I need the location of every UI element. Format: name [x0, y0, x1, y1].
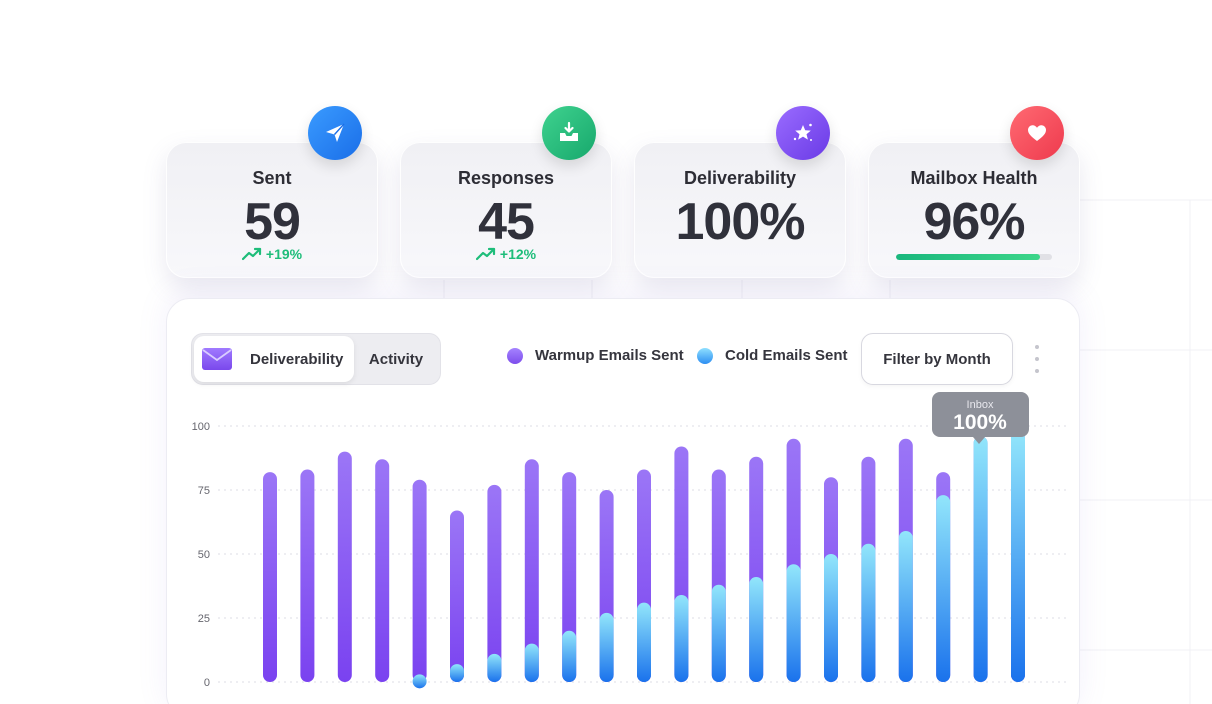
stat-value: 59 — [244, 193, 301, 251]
legend-label-warmup: Warmup Emails Sent — [535, 347, 684, 364]
tooltip-value: 100% — [953, 411, 1007, 434]
stat-title: Sent — [252, 168, 292, 188]
bar-cold[interactable] — [786, 564, 801, 682]
legend-label-cold: Cold Emails Sent — [725, 347, 848, 364]
bar-cold[interactable] — [1011, 431, 1025, 682]
stat-value: 96% — [923, 193, 1025, 251]
bar-warmup[interactable] — [337, 451, 352, 682]
bar-warmup[interactable] — [450, 510, 464, 682]
y-tick-label: 75 — [198, 485, 210, 497]
tab-activity[interactable]: Activity — [354, 336, 438, 382]
y-tick-label: 100 — [192, 421, 210, 433]
bar-cold[interactable] — [824, 554, 838, 682]
stat-value: 45 — [478, 193, 535, 251]
legend-dot-cold — [697, 347, 713, 364]
bar-cold[interactable] — [711, 584, 726, 682]
tab-activity-label: Activity — [368, 350, 424, 368]
stat-change-value: +12% — [499, 246, 537, 262]
bar-cold[interactable] — [861, 543, 876, 682]
tooltip-label: Inbox — [967, 399, 994, 411]
stat-change-value: +19% — [265, 246, 303, 262]
bar-cold[interactable] — [412, 674, 427, 689]
trend-up-icon — [475, 247, 495, 261]
stat-card-mailbox-health: Mailbox Health 96% — [868, 142, 1080, 278]
tooltip-pointer — [973, 437, 985, 444]
bar-cold[interactable] — [637, 602, 651, 682]
y-tick-label: 50 — [198, 549, 210, 561]
stat-title: Responses — [457, 168, 555, 188]
bar-cold[interactable] — [936, 495, 951, 682]
legend-dot-warmup — [507, 347, 523, 364]
bar-cold[interactable] — [450, 664, 464, 682]
bar-warmup[interactable] — [412, 479, 427, 682]
mail-icon — [200, 345, 234, 373]
bar-warmup[interactable] — [300, 469, 315, 682]
health-progress-bar — [896, 254, 1052, 260]
bar-cold[interactable] — [898, 530, 913, 682]
stat-change: +12% — [400, 246, 612, 262]
bar-cold[interactable] — [749, 577, 764, 682]
filter-by-month-button[interactable]: Filter by Month — [861, 333, 1013, 385]
stat-title: Deliverability — [683, 168, 797, 188]
bar-warmup[interactable] — [524, 459, 539, 682]
y-tick-label: 25 — [198, 613, 210, 625]
chart-panel: Deliverability Activity Warmup Emails Se… — [166, 298, 1080, 704]
more-options-icon[interactable] — [1031, 345, 1043, 373]
bar-warmup[interactable] — [375, 459, 390, 682]
stat-card-responses: Responses 45 +12% — [400, 142, 612, 278]
paper-plane-icon — [308, 106, 362, 160]
chart-tooltip: Inbox 100% — [932, 392, 1029, 444]
bar-cold[interactable] — [487, 653, 502, 682]
tooltip-box — [932, 392, 1029, 437]
bar-cold[interactable] — [524, 643, 539, 682]
bar-cold[interactable] — [674, 594, 689, 682]
legend-item-warmup: Warmup Emails Sent — [507, 347, 684, 364]
stat-change: +19% — [166, 246, 378, 262]
inbox-download-icon — [542, 106, 596, 160]
trend-up-icon — [241, 247, 261, 261]
tab-deliverability[interactable]: Deliverability — [194, 336, 354, 382]
heart-icon — [1010, 106, 1064, 160]
bar-warmup[interactable] — [263, 472, 277, 682]
stat-card-sent: Sent 59 +19% — [166, 142, 378, 278]
health-progress-fill — [896, 254, 1040, 260]
bar-warmup[interactable] — [487, 484, 502, 682]
bar-cold[interactable] — [562, 630, 577, 682]
stat-title: Mailbox Health — [910, 168, 1038, 188]
sparkle-star-icon — [776, 106, 830, 160]
bar-cold[interactable] — [599, 612, 614, 682]
bar-warmup[interactable] — [562, 472, 577, 682]
stat-card-deliverability: Deliverability 100% — [634, 142, 846, 278]
bar-cold[interactable] — [973, 436, 988, 682]
tab-deliverability-label: Deliverability — [250, 350, 344, 368]
legend-item-cold: Cold Emails Sent — [697, 347, 848, 364]
view-toggle: Deliverability Activity — [191, 333, 441, 385]
y-tick-label: 0 — [204, 677, 210, 689]
stat-value: 100% — [675, 193, 806, 251]
